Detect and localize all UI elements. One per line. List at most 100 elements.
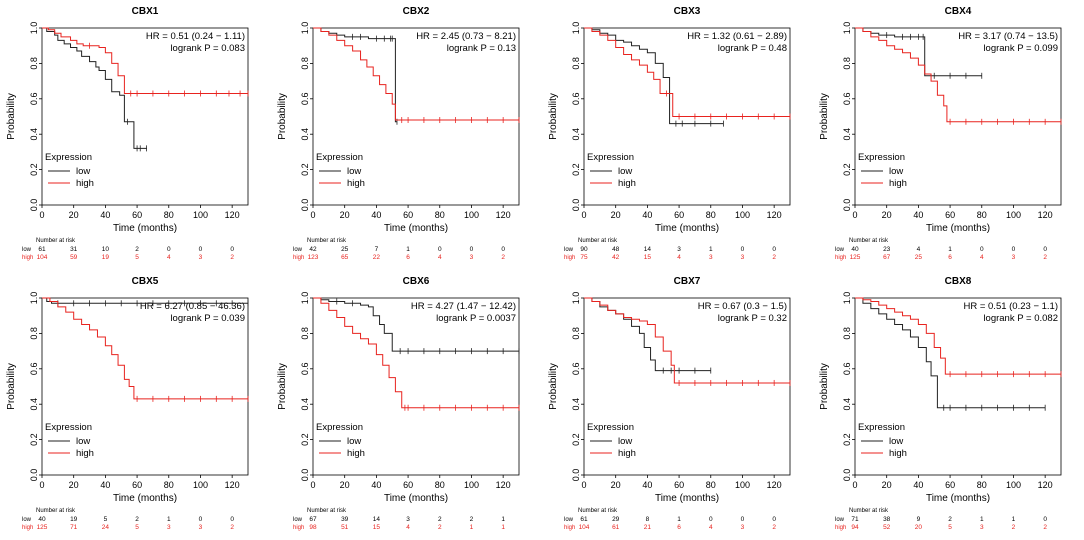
- y-tick-label: 0.0: [300, 469, 310, 482]
- y-tick-label: 0.8: [842, 327, 852, 340]
- risk-value-high: 61: [612, 524, 620, 531]
- x-tick-label: 120: [767, 210, 782, 220]
- y-tick-label: 0.4: [571, 128, 581, 141]
- risk-row-high-label: high: [22, 255, 33, 261]
- logrank-text: logrank P = 0.039: [170, 313, 245, 324]
- risk-value-high: 59: [70, 254, 78, 261]
- chart-title: CBX1: [132, 6, 159, 17]
- risk-value-low: 67: [309, 516, 317, 523]
- risk-value-high: 2: [438, 524, 442, 531]
- x-axis-label: Time (months): [926, 493, 990, 504]
- plot-frame: [312, 27, 520, 206]
- y-axis-label: Probability: [277, 363, 288, 410]
- risk-value-low: 5: [104, 516, 108, 523]
- survival-curve-low: [42, 27, 147, 149]
- x-axis-label: Time (months): [926, 223, 990, 234]
- risk-value-low: 1: [948, 246, 952, 253]
- x-axis-label: Time (months): [384, 493, 448, 504]
- x-axis-label: Time (months): [113, 493, 177, 504]
- x-tick-label: 20: [69, 480, 79, 490]
- risk-value-high: 20: [915, 524, 923, 531]
- hr-text: HR = 3.17 (0.74 − 13.5): [958, 31, 1058, 42]
- survival-curve-high: [313, 297, 519, 409]
- x-tick-label: 100: [464, 210, 479, 220]
- chart-title: CBX6: [403, 276, 430, 287]
- y-tick-label: 0.2: [842, 163, 852, 176]
- legend-title: Expression: [45, 152, 92, 163]
- legend-high-label: high: [76, 178, 94, 189]
- risk-value-low: 0: [741, 516, 745, 523]
- x-tick-label: 120: [1038, 210, 1053, 220]
- y-tick-label: 0.6: [29, 93, 39, 106]
- y-tick-label: 0.6: [571, 93, 581, 106]
- risk-value-low: 0: [980, 246, 984, 253]
- risk-value-low: 39: [341, 516, 349, 523]
- y-tick-label: 0.4: [29, 128, 39, 141]
- y-tick-label: 0.8: [29, 327, 39, 340]
- y-axis-label: Probability: [6, 93, 17, 140]
- risk-value-high: 75: [580, 254, 588, 261]
- risk-value-low: 0: [438, 246, 442, 253]
- x-tick-label: 60: [403, 480, 413, 490]
- hr-text: HR = 0.51 (0.24 − 1.11): [146, 31, 245, 42]
- risk-value-high: 3: [167, 524, 171, 531]
- risk-value-high: 4: [438, 254, 442, 261]
- risk-value-low: 0: [1012, 246, 1016, 253]
- y-tick-label: 0.4: [842, 128, 852, 141]
- x-tick-label: 20: [882, 480, 892, 490]
- x-tick-label: 60: [132, 210, 142, 220]
- x-tick-label: 40: [913, 210, 923, 220]
- risk-value-high: 52: [883, 524, 891, 531]
- risk-row-low-label: low: [22, 247, 32, 253]
- y-axis-label: Probability: [819, 363, 830, 410]
- risk-value-low: 25: [341, 246, 349, 253]
- x-tick-label: 20: [340, 210, 350, 220]
- y-tick-label: 0.2: [571, 433, 581, 446]
- risk-value-high: 2: [230, 524, 234, 531]
- risk-value-high: 6: [406, 254, 410, 261]
- risk-value-high: 24: [102, 524, 110, 531]
- survival-curve-high: [42, 297, 248, 400]
- risk-value-high: 104: [37, 254, 48, 261]
- risk-value-low: 2: [470, 516, 474, 523]
- risk-value-high: 3: [980, 524, 984, 531]
- x-tick-label: 40: [642, 210, 652, 220]
- legend-low-label: low: [76, 436, 90, 447]
- hr-text: HR = 0.51 (0.23 − 1.1): [963, 301, 1058, 312]
- x-tick-label: 0: [39, 480, 44, 490]
- risk-value-low: 9: [917, 516, 921, 523]
- y-tick-label: 0.0: [29, 469, 39, 482]
- chart-title: CBX7: [674, 276, 701, 287]
- y-tick-label: 0.2: [300, 163, 310, 176]
- risk-value-low: 0: [230, 516, 234, 523]
- y-tick-label: 1.0: [842, 22, 852, 35]
- y-tick-label: 1.0: [300, 22, 310, 35]
- legend-title: Expression: [45, 422, 92, 433]
- x-tick-label: 0: [310, 480, 315, 490]
- y-tick-label: 0.0: [571, 199, 581, 212]
- x-tick-label: 40: [371, 210, 381, 220]
- y-tick-label: 0.0: [842, 199, 852, 212]
- y-tick-label: 0.6: [842, 93, 852, 106]
- y-axis-label: Probability: [6, 363, 17, 410]
- risk-value-low: 0: [1043, 246, 1047, 253]
- risk-row-high-label: high: [293, 525, 304, 531]
- risk-value-high: 2: [230, 254, 234, 261]
- x-tick-label: 60: [945, 480, 955, 490]
- plot-frame: [583, 297, 791, 476]
- risk-value-low: 29: [612, 516, 620, 523]
- risk-value-low: 40: [851, 246, 859, 253]
- x-tick-label: 0: [39, 210, 44, 220]
- risk-row-low-label: low: [564, 517, 574, 523]
- risk-value-high: 67: [883, 254, 891, 261]
- risk-value-low: 1: [980, 516, 984, 523]
- risk-value-low: 0: [167, 246, 171, 253]
- x-tick-label: 20: [882, 210, 892, 220]
- legend-high-label: high: [76, 448, 94, 459]
- risk-value-high: 1: [501, 524, 505, 531]
- legend-title: Expression: [316, 422, 363, 433]
- y-tick-label: 0.4: [300, 128, 310, 141]
- risk-value-low: 14: [644, 246, 652, 253]
